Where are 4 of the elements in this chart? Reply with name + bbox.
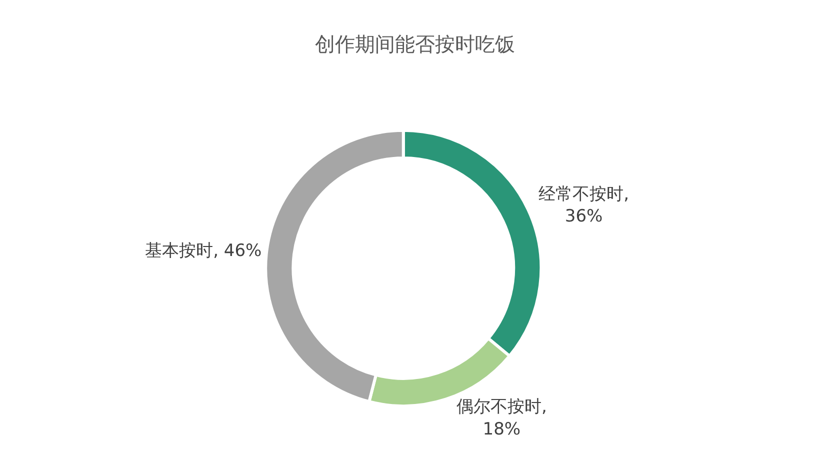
chart-title: 创作期间能否按时吃饭 (315, 32, 515, 56)
slice-label: 基本按时, 46% (145, 240, 262, 261)
slice-label: 经常不按时, 36% (538, 184, 629, 227)
slice-label: 偶尔不按时, 18% (456, 397, 547, 440)
